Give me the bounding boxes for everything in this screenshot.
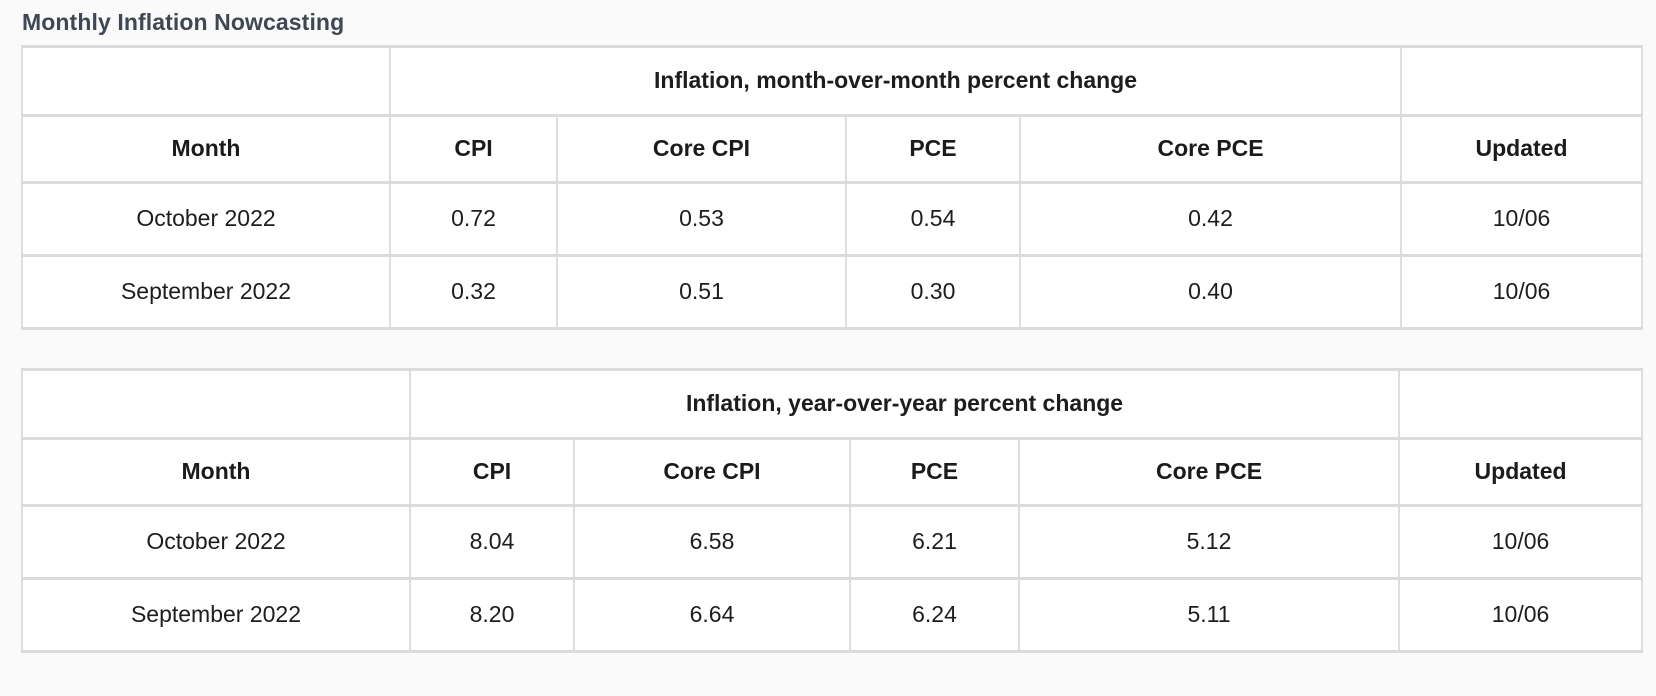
cell-updated: 10/06 (1400, 181, 1644, 257)
cell-updated: 10/06 (1398, 577, 1644, 653)
col-header-cpi: CPI (389, 114, 558, 184)
col-header-updated: Updated (1398, 437, 1644, 507)
page-title: Monthly Inflation Nowcasting (22, 9, 345, 35)
table-header-row: Month CPI Core CPI PCE Core PCE Updated (21, 114, 1644, 184)
yoy-group-title-cell: Inflation, year-over-year percent change (408, 368, 1401, 440)
col-header-core-cpi: Core CPI (556, 114, 847, 184)
cell-core-pce: 5.12 (1017, 504, 1401, 580)
group-header-spacer-right (1398, 368, 1644, 440)
mom-inflation-table: Inflation, month-over-month percent chan… (21, 45, 1644, 330)
col-header-core-cpi: Core CPI (573, 437, 851, 507)
table-group-header-row: Inflation, year-over-year percent change (21, 368, 1644, 440)
cell-core-pce: 5.11 (1017, 577, 1401, 653)
cell-core-cpi: 6.64 (573, 577, 851, 653)
cell-core-cpi: 0.53 (556, 181, 847, 257)
cell-updated: 10/06 (1398, 504, 1644, 580)
table-row: September 2022 0.32 0.51 0.30 0.40 10/06 (21, 254, 1644, 330)
col-header-updated: Updated (1400, 114, 1644, 184)
cell-core-cpi: 6.58 (573, 504, 851, 580)
cell-pce: 0.54 (845, 181, 1021, 257)
cell-cpi: 0.72 (389, 181, 558, 257)
table-header-row: Month CPI Core CPI PCE Core PCE Updated (21, 437, 1644, 507)
col-header-month: Month (21, 437, 411, 507)
cell-core-cpi: 0.51 (556, 254, 847, 330)
cell-pce: 6.21 (849, 504, 1020, 580)
cell-month: October 2022 (21, 504, 411, 580)
group-header-spacer-left (21, 45, 391, 117)
cell-core-pce: 0.40 (1018, 254, 1403, 330)
cell-month: September 2022 (21, 254, 391, 330)
cell-pce: 0.30 (845, 254, 1021, 330)
cell-cpi: 8.20 (409, 577, 575, 653)
col-header-core-pce: Core PCE (1018, 114, 1403, 184)
table-row: October 2022 0.72 0.53 0.54 0.42 10/06 (21, 181, 1644, 257)
col-header-pce: PCE (849, 437, 1020, 507)
col-header-pce: PCE (845, 114, 1021, 184)
cell-cpi: 8.04 (409, 504, 575, 580)
col-header-cpi: CPI (409, 437, 575, 507)
cell-updated: 10/06 (1400, 254, 1644, 330)
cell-cpi: 0.32 (389, 254, 558, 330)
table-group-header-row: Inflation, month-over-month percent chan… (21, 45, 1644, 117)
cell-month: September 2022 (21, 577, 411, 653)
yoy-inflation-table: Inflation, year-over-year percent change… (21, 368, 1644, 653)
mom-group-title-cell: Inflation, month-over-month percent chan… (388, 45, 1403, 117)
table-row: October 2022 8.04 6.58 6.21 5.12 10/06 (21, 504, 1644, 580)
col-header-core-pce: Core PCE (1017, 437, 1401, 507)
table-row: September 2022 8.20 6.64 6.24 5.11 10/06 (21, 577, 1644, 653)
cell-core-pce: 0.42 (1018, 181, 1403, 257)
col-header-month: Month (21, 114, 391, 184)
group-header-spacer-left (21, 368, 411, 440)
cell-month: October 2022 (21, 181, 391, 257)
group-header-spacer-right (1400, 45, 1644, 117)
cell-pce: 6.24 (849, 577, 1020, 653)
